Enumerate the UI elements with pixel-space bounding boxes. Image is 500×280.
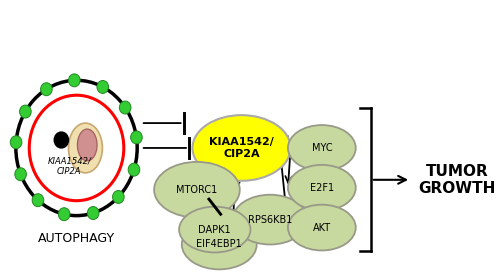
Ellipse shape — [182, 220, 256, 269]
Circle shape — [16, 80, 137, 216]
Circle shape — [10, 136, 22, 149]
Circle shape — [88, 207, 99, 220]
Text: AUTOPHAGY: AUTOPHAGY — [38, 232, 115, 244]
Circle shape — [128, 163, 140, 176]
Text: KIAA1542/
CIP2A: KIAA1542/ CIP2A — [48, 156, 92, 176]
Ellipse shape — [154, 162, 240, 218]
Circle shape — [58, 208, 70, 221]
Ellipse shape — [288, 125, 356, 171]
Text: DAPK1: DAPK1 — [198, 225, 231, 235]
Ellipse shape — [288, 205, 356, 250]
Circle shape — [97, 80, 108, 94]
Ellipse shape — [68, 123, 102, 173]
Text: TUMOR
GROWTH: TUMOR GROWTH — [418, 164, 496, 196]
Text: AKT: AKT — [313, 223, 331, 233]
Circle shape — [20, 105, 31, 118]
Circle shape — [112, 190, 124, 203]
Text: MTORC1: MTORC1 — [176, 185, 218, 195]
Text: RPS6KB1: RPS6KB1 — [248, 214, 292, 225]
Text: KIAA1542/
CIP2A: KIAA1542/ CIP2A — [209, 137, 274, 159]
Ellipse shape — [179, 207, 250, 253]
Circle shape — [15, 168, 26, 181]
Ellipse shape — [232, 195, 308, 244]
Circle shape — [54, 132, 68, 148]
Text: E2F1: E2F1 — [310, 183, 334, 193]
Circle shape — [120, 101, 131, 114]
Ellipse shape — [288, 165, 356, 211]
Text: EIF4EBP1: EIF4EBP1 — [196, 239, 242, 249]
Text: MYC: MYC — [312, 143, 332, 153]
Circle shape — [29, 95, 124, 201]
Ellipse shape — [192, 115, 290, 181]
Circle shape — [40, 83, 52, 96]
Circle shape — [68, 74, 80, 87]
Circle shape — [32, 194, 44, 207]
Circle shape — [130, 131, 142, 144]
Ellipse shape — [78, 129, 97, 161]
